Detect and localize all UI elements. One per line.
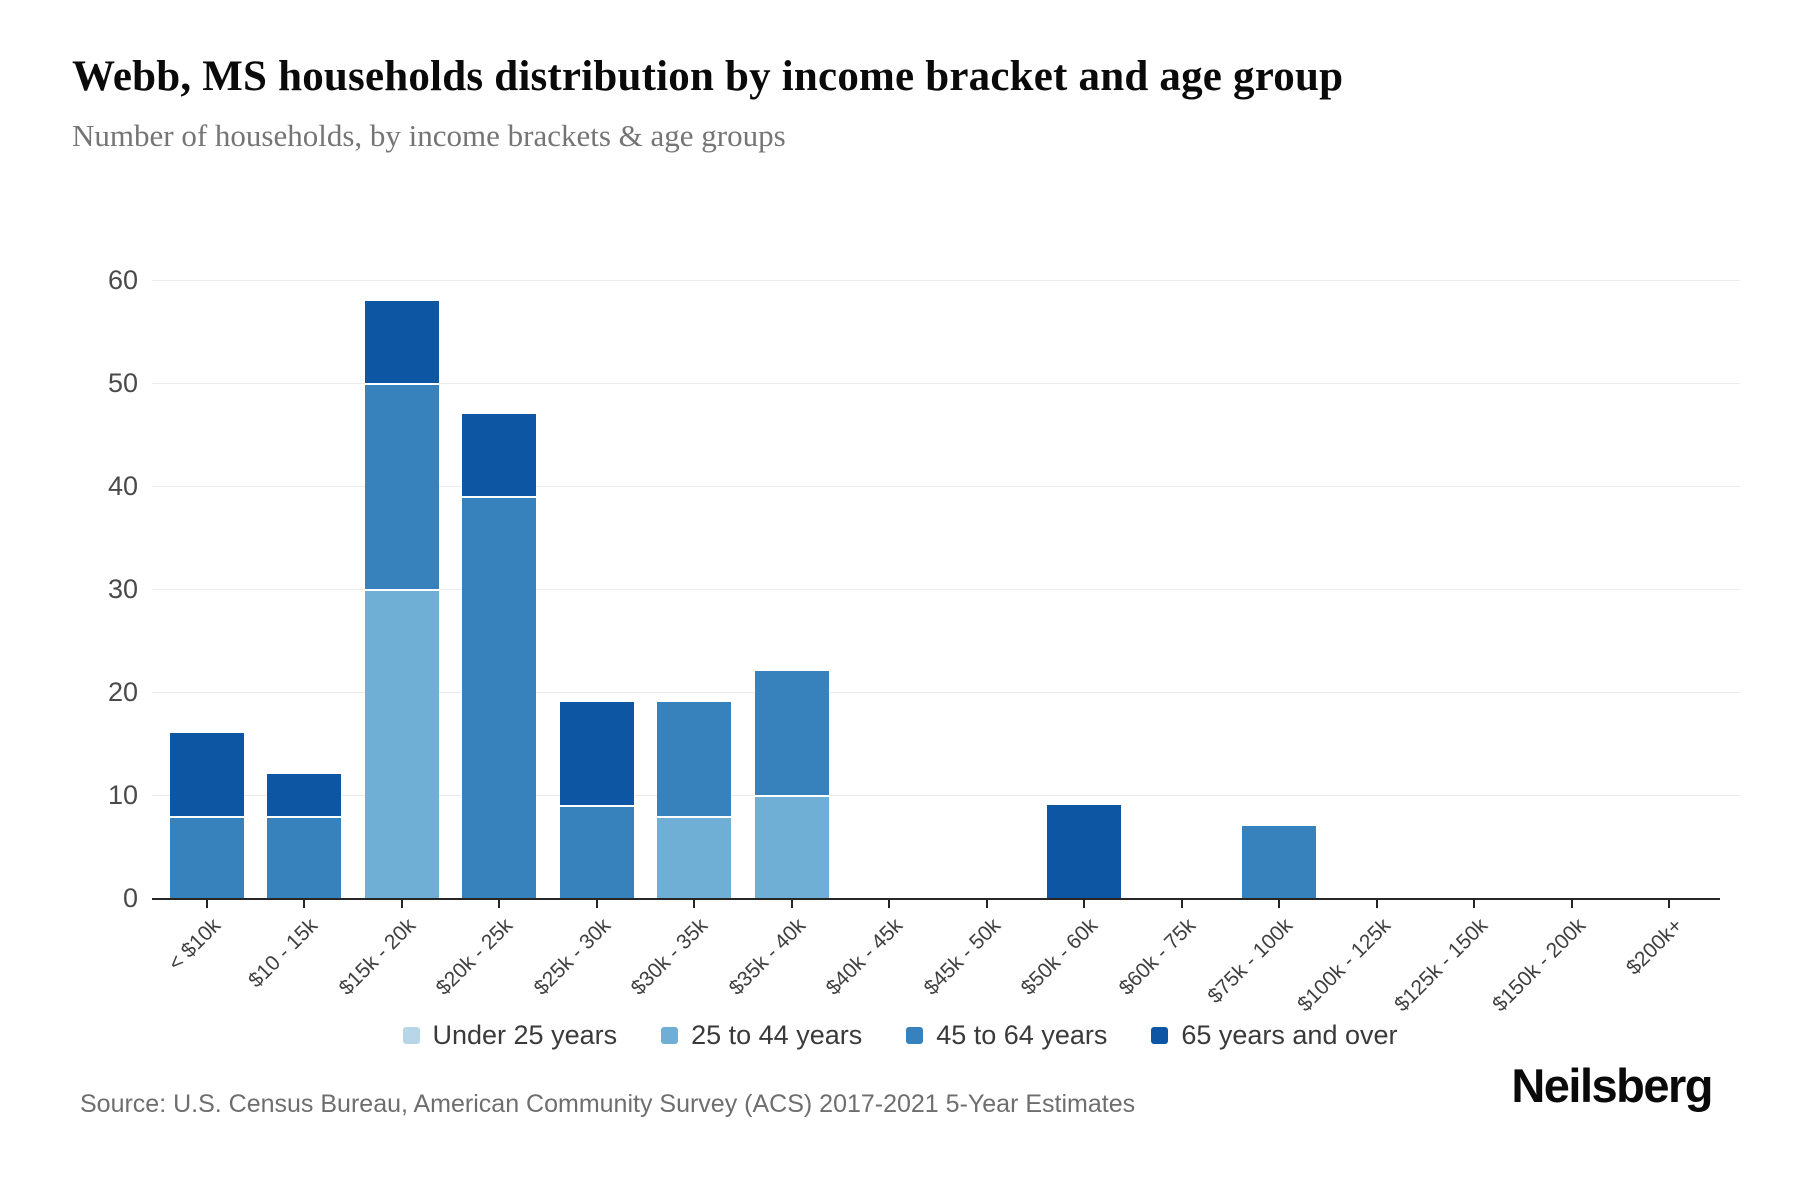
- bar-segment[interactable]: [364, 300, 439, 383]
- x-tick-label: $75k - 100k: [1203, 914, 1298, 1008]
- x-axis-tick: [1180, 900, 1183, 908]
- x-tick-label: $125k - 150k: [1390, 914, 1493, 1017]
- bar-segment[interactable]: [364, 589, 439, 898]
- x-axis-tick: [985, 900, 988, 908]
- bar-2: [267, 774, 342, 898]
- bar-4: [462, 413, 537, 898]
- bar-segment[interactable]: [267, 815, 342, 898]
- legend-item-1[interactable]: Under 25 years: [402, 1020, 618, 1051]
- x-tick-label: $50k - 60k: [1016, 914, 1103, 1000]
- legend-item-2[interactable]: 25 to 44 years: [661, 1020, 862, 1051]
- source-note: Source: U.S. Census Bureau, American Com…: [80, 1090, 1136, 1118]
- x-axis-tick: [498, 900, 501, 908]
- x-tick-label: $20k - 25k: [431, 914, 518, 1000]
- gridline-y30: [152, 589, 1740, 590]
- x-tick-label: $30k - 35k: [626, 914, 713, 1000]
- y-tick-label: 20: [107, 677, 138, 707]
- bar-segment[interactable]: [559, 702, 634, 806]
- y-tick-label: 40: [107, 471, 138, 501]
- legend-swatch: [402, 1027, 420, 1044]
- bar-segment[interactable]: [462, 413, 537, 497]
- legend: Under 25 years 25 to 44 years 45 to 64 yea…: [0, 1020, 1800, 1051]
- x-axis-tick: [1083, 900, 1086, 908]
- y-tick-label: 60: [107, 265, 138, 295]
- legend-label: 45 to 64 years: [936, 1020, 1108, 1050]
- y-tick-label: 50: [107, 368, 138, 398]
- gridline-y60: [152, 280, 1740, 281]
- bar-segment[interactable]: [462, 496, 537, 898]
- x-axis-tick: [1668, 900, 1671, 908]
- bar-segment[interactable]: [169, 815, 244, 898]
- bar-segment[interactable]: [364, 383, 439, 589]
- bar-segment[interactable]: [657, 815, 732, 898]
- bar-7: [754, 671, 829, 898]
- gridline-y40: [152, 486, 1740, 487]
- x-axis-tick: [595, 900, 598, 908]
- x-tick-label: < $10k: [163, 914, 226, 976]
- x-tick-label: $40k - 45k: [821, 914, 908, 1000]
- bar-10: [1047, 805, 1122, 898]
- legend-swatch: [661, 1027, 679, 1044]
- gridline-y10: [152, 795, 1740, 796]
- chart-title: Webb, MS households distribution by inco…: [72, 53, 1344, 100]
- bar-3: [364, 300, 439, 898]
- bar-12: [1242, 825, 1317, 898]
- bar-6: [657, 702, 732, 898]
- x-axis-line: [152, 898, 1720, 900]
- x-axis-tick: [888, 900, 891, 908]
- y-tick-label: 10: [107, 780, 138, 810]
- bar-segment[interactable]: [754, 671, 829, 795]
- bar-5: [559, 702, 634, 898]
- bar-segment[interactable]: [169, 733, 244, 816]
- bar-1: [169, 733, 244, 898]
- gridline-y20: [152, 692, 1740, 693]
- bar-segment[interactable]: [267, 774, 342, 816]
- legend-label: 65 years and over: [1181, 1020, 1398, 1050]
- legend-swatch: [1151, 1027, 1169, 1044]
- x-axis-tick: [205, 900, 208, 908]
- x-tick-label: $45k - 50k: [919, 914, 1006, 1000]
- x-axis-tick: [790, 900, 793, 908]
- bar-segment[interactable]: [1047, 805, 1122, 898]
- legend-label: Under 25 years: [432, 1020, 618, 1050]
- legend-item-3[interactable]: 45 to 64 years: [906, 1020, 1107, 1051]
- gridline-y50: [152, 383, 1740, 384]
- chart-subtitle: Number of households, by income brackets…: [72, 118, 786, 153]
- x-axis-tick: [1473, 900, 1476, 908]
- bar-segment[interactable]: [559, 805, 634, 898]
- x-tick-label: $35k - 40k: [724, 914, 811, 1000]
- x-tick-label: $100k - 125k: [1292, 914, 1396, 1017]
- x-axis-tick: [303, 900, 306, 908]
- legend-label: 25 to 44 years: [691, 1020, 863, 1050]
- x-tick-label: $15k - 20k: [334, 914, 421, 1000]
- x-tick-label: $60k - 75k: [1114, 914, 1201, 1000]
- bar-segment[interactable]: [754, 795, 829, 898]
- bar-segment[interactable]: [1242, 825, 1317, 898]
- x-axis-tick: [1375, 900, 1378, 908]
- y-tick-label: 30: [107, 574, 138, 604]
- x-axis-tick: [693, 900, 696, 908]
- legend-swatch: [906, 1027, 924, 1044]
- brand-logo[interactable]: Neilsberg: [1511, 1059, 1713, 1112]
- x-axis-tick: [400, 900, 403, 908]
- x-tick-label: $10 - 15k: [244, 914, 323, 993]
- x-tick-label: $25k - 30k: [529, 914, 616, 1000]
- legend-item-4[interactable]: 65 years and over: [1151, 1020, 1398, 1051]
- x-axis-tick: [1570, 900, 1573, 908]
- bar-segment[interactable]: [657, 702, 732, 816]
- x-axis-tick: [1278, 900, 1281, 908]
- y-tick-label: 0: [122, 883, 138, 913]
